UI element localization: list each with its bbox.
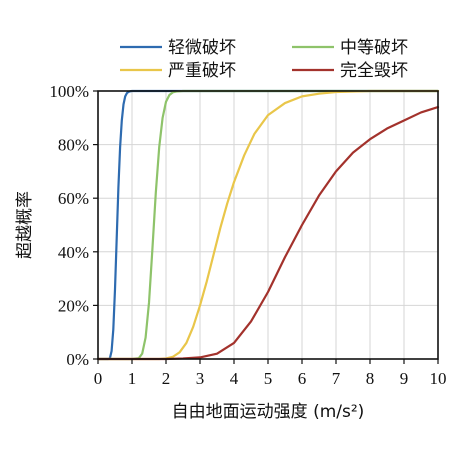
- x-tick-label-10: 10: [430, 369, 447, 388]
- y-tick-label-3: 60%: [58, 189, 89, 208]
- y-tick-label-0: 0%: [66, 350, 89, 369]
- legend-label-0: 轻微破坏: [168, 38, 236, 58]
- legend-label-1: 中等破坏: [340, 38, 408, 58]
- x-tick-label-8: 8: [366, 369, 375, 388]
- x-tick-label-0: 0: [94, 369, 103, 388]
- y-tick-label-2: 40%: [58, 243, 89, 262]
- x-tick-label-5: 5: [264, 369, 273, 388]
- series-line-3: [96, 105, 440, 361]
- x-tick-label-7: 7: [332, 369, 341, 388]
- x-tick-label-2: 2: [162, 369, 171, 388]
- x-axis-ticks: 0 1 2 3 4 5 6 7 8 9 10: [94, 359, 447, 388]
- x-tick-label-1: 1: [128, 369, 137, 388]
- grid: [97, 90, 439, 360]
- series-line-2: [96, 89, 440, 361]
- legend-label-3: 完全毁坏: [340, 61, 408, 81]
- y-tick-label-4: 80%: [58, 136, 89, 155]
- x-tick-label-6: 6: [298, 369, 307, 388]
- x-tick-label-4: 4: [230, 369, 239, 388]
- x-tick-label-3: 3: [196, 369, 205, 388]
- y-tick-label-1: 20%: [58, 296, 89, 315]
- y-tick-label-5: 100%: [49, 82, 89, 101]
- y-axis-ticks: 0% 20% 40% 60% 80% 100%: [49, 82, 98, 369]
- x-tick-label-9: 9: [400, 369, 409, 388]
- legend-label-2: 严重破坏: [168, 61, 236, 81]
- x-axis-title: 自由地面运动强度 (m/s²): [172, 402, 365, 422]
- y-axis-title: 超越概率: [15, 191, 35, 259]
